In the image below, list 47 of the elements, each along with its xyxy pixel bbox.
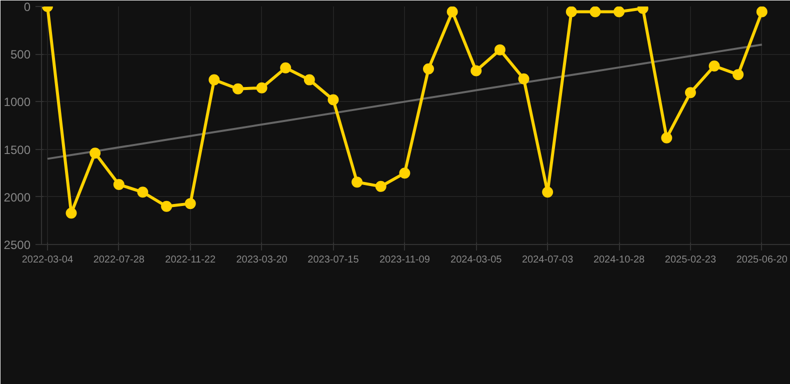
x-tick-label: 2023-11-09 (379, 254, 430, 266)
point (137, 186, 148, 198)
point (661, 132, 672, 144)
point (446, 6, 458, 18)
x-tick-label: 2024-10-28 (593, 254, 646, 266)
y-tick-label: 1000 (4, 95, 31, 110)
point (614, 6, 625, 18)
y-tick-label: 0 (24, 0, 31, 14)
x-tick-label: 2022-03-04 (22, 254, 74, 266)
point (423, 63, 434, 74)
point (304, 74, 315, 86)
x-tick-label: 2023-07-15 (308, 254, 360, 266)
x-tick-label: 2025-06-20 (736, 254, 788, 266)
point (256, 82, 268, 94)
point (566, 6, 577, 18)
x-tick-label: 2023-03-20 (236, 254, 288, 266)
y-tick-label: 1500 (4, 142, 31, 157)
x-tick-label: 2024-07-03 (522, 254, 574, 266)
point (352, 176, 363, 188)
line-series (46, 44, 763, 160)
y-tick-label: 2000 (4, 190, 31, 204)
point (66, 208, 77, 219)
point (161, 200, 172, 212)
point (375, 180, 386, 192)
point (232, 83, 244, 94)
point (732, 69, 744, 80)
point (518, 73, 530, 84)
point (494, 44, 506, 56)
x-tick-label: 2022-11-22 (165, 254, 216, 266)
point (328, 94, 339, 106)
y-tick-label: 500 (10, 48, 31, 62)
point (756, 6, 768, 18)
point (684, 87, 696, 98)
y-tick-label: 2500 (4, 238, 31, 252)
point (470, 65, 482, 76)
point (280, 62, 292, 74)
point (113, 179, 124, 190)
point (590, 6, 601, 18)
point (90, 148, 101, 159)
x-tick-label: 2024-03-05 (450, 254, 502, 266)
x-tick-label: 2022-07-28 (93, 254, 145, 266)
point (542, 186, 554, 198)
x-tick-label: 2025-02-23 (664, 254, 716, 266)
point (399, 168, 410, 179)
point (184, 198, 196, 210)
point (708, 60, 720, 72)
point (208, 74, 220, 86)
